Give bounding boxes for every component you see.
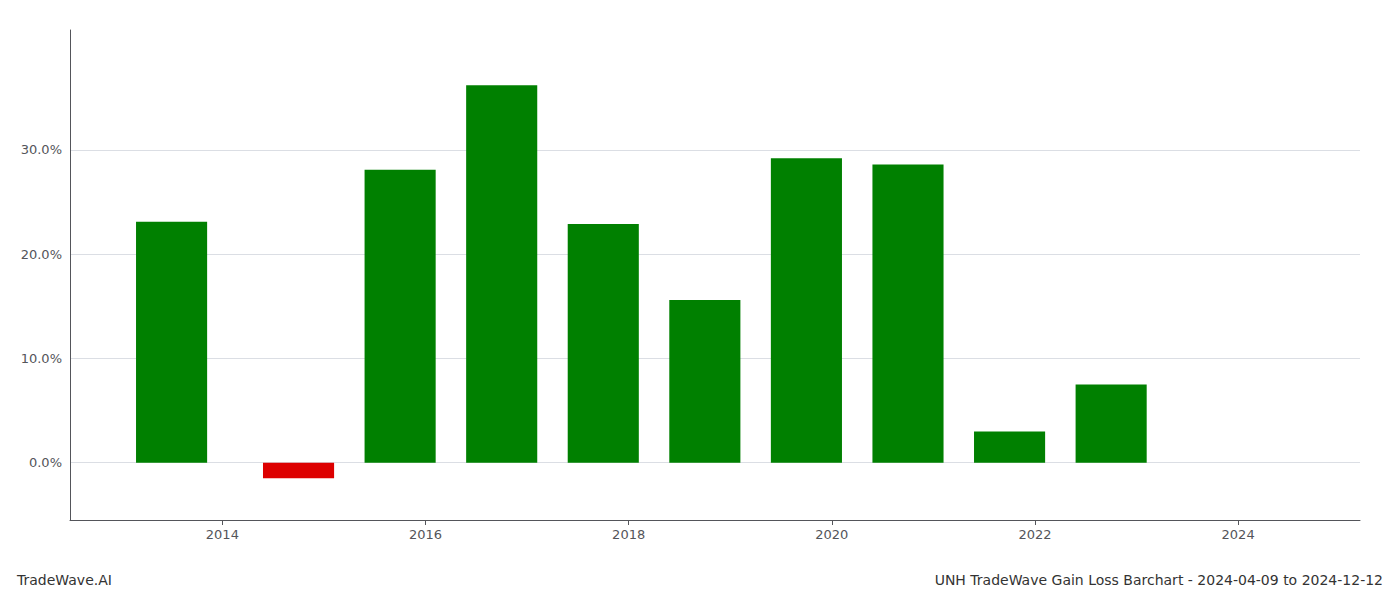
svg-text:10.0%: 10.0% — [21, 351, 62, 366]
svg-text:2022: 2022 — [1018, 527, 1051, 542]
svg-text:30.0%: 30.0% — [21, 142, 62, 157]
svg-text:0.0%: 0.0% — [29, 455, 62, 470]
svg-text:2024: 2024 — [1222, 527, 1255, 542]
svg-text:UNH TradeWave Gain Loss Barcha: UNH TradeWave Gain Loss Barchart - 2024-… — [935, 572, 1383, 588]
svg-text:2016: 2016 — [409, 527, 442, 542]
svg-text:2018: 2018 — [612, 527, 645, 542]
svg-text:2014: 2014 — [206, 527, 239, 542]
svg-text:2020: 2020 — [815, 527, 848, 542]
svg-text:20.0%: 20.0% — [21, 247, 62, 262]
svg-text:TradeWave.AI: TradeWave.AI — [16, 572, 112, 588]
